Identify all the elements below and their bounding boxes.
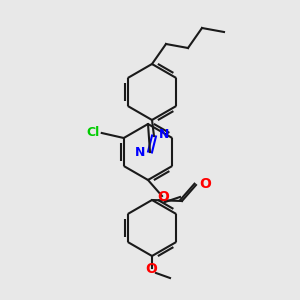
Text: N: N	[159, 128, 169, 142]
Text: O: O	[157, 190, 169, 204]
Text: O: O	[199, 177, 211, 191]
Text: N: N	[135, 146, 145, 160]
Text: O: O	[145, 262, 157, 276]
Text: Cl: Cl	[86, 127, 100, 140]
